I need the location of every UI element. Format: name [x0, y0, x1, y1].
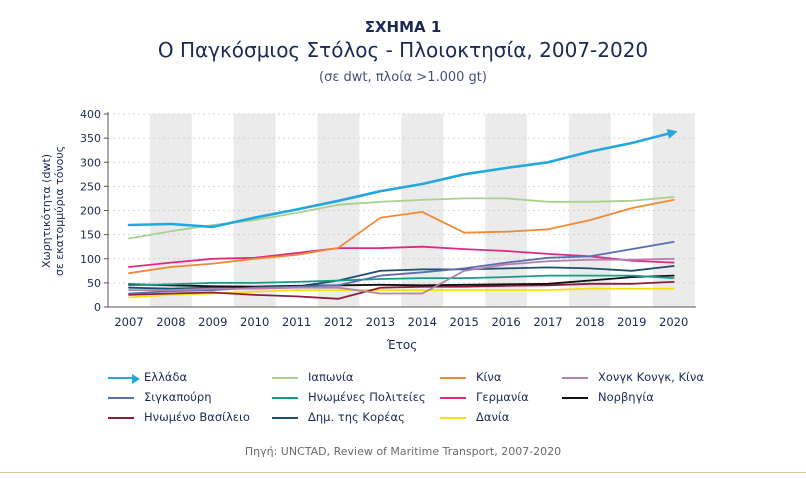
legend-swatch-9	[272, 417, 298, 419]
legend-arrow-icon	[132, 373, 140, 384]
chart-title: Ο Παγκόσμιος Στόλος - Πλοιοκτησία, 2007-…	[157, 38, 649, 62]
x-tick-label-2018: 2018	[575, 315, 604, 329]
legend-swatch-2	[440, 377, 466, 379]
y-tick-label-200: 200	[80, 205, 101, 218]
axes	[107, 112, 696, 308]
series-line-2	[128, 198, 675, 275]
x-tick-label-2013: 2013	[366, 315, 395, 329]
x-tick-label-2016: 2016	[491, 315, 520, 329]
x-tick-label-2008: 2008	[156, 315, 185, 329]
grid-band-2016	[485, 114, 528, 307]
x-tick-label-2015: 2015	[450, 315, 479, 329]
legend-label-7: Νορβηγία	[598, 390, 654, 404]
legend-swatch-4	[108, 397, 134, 399]
legend-swatch-6	[440, 397, 466, 399]
line-chart: 0 50 100 150 200 250 300 350 400 2007 2008 2009 201…	[40, 108, 696, 352]
x-tick-labels: 2007 2008 2009 2010 2011 2012 2013 2014 2015 2016…	[114, 315, 688, 329]
x-axis-label: Έτος	[386, 338, 418, 352]
x-tick-label-2020: 2020	[659, 315, 688, 329]
series-arrowhead	[666, 129, 678, 139]
series-lines	[127, 129, 678, 300]
legend-swatch-3	[562, 377, 588, 379]
series-line-5	[128, 274, 675, 287]
legend-label-6: Γερμανία	[476, 390, 529, 404]
series-line-0	[127, 131, 676, 229]
y-tick-label-50: 50	[87, 277, 101, 290]
y-tick-label-400: 400	[80, 108, 101, 121]
legend-swatch-1	[272, 377, 298, 379]
legend-label-9: Δημ. της Κορέας	[308, 410, 405, 424]
legend-swatch-8	[108, 417, 134, 419]
series-line-4	[128, 240, 675, 295]
series-line-7	[128, 274, 675, 288]
x-tick-label-2019: 2019	[617, 315, 646, 329]
series-line-8	[128, 280, 675, 300]
legend-swatch-7	[562, 397, 588, 399]
y-tick-label-250: 250	[80, 180, 101, 193]
legend-label-1: Ιαπωνία	[308, 370, 354, 384]
legend-label-8: Ηνωμένο Βασίλειο	[144, 410, 250, 424]
legend-label-0: Ελλάδα	[144, 370, 188, 384]
x-tick-label-2017: 2017	[533, 315, 562, 329]
source-note: Πηγή: UNCTAD, Review of Maritime Transpo…	[244, 445, 562, 458]
legend-swatch-0	[108, 377, 132, 379]
bottom-divider	[0, 472, 806, 473]
y-axis-label-line2: σε εκατομμύρια τόνους	[53, 146, 66, 276]
legend-label-2: Κίνα	[476, 370, 502, 384]
legend-swatch-10	[440, 417, 466, 419]
legend-label-5: Ηνωμένες Πολιτείες	[308, 390, 426, 404]
legend-label-10: Δανία	[476, 410, 510, 424]
legend-label-4: Σιγκαπούρη	[144, 390, 212, 404]
grid-band-2008	[149, 114, 192, 307]
y-axis-label-line1: Χωρητικότητα (dwt)	[40, 154, 53, 268]
y-tick-label-300: 300	[80, 156, 101, 169]
x-tick-label-2012: 2012	[324, 315, 353, 329]
legend-label-3: Χονγκ Κονγκ, Κίνα	[598, 370, 704, 384]
series-line-3	[128, 257, 675, 295]
x-tick-label-2007: 2007	[114, 315, 143, 329]
x-tick-label-2010: 2010	[240, 315, 269, 329]
y-tick-label-350: 350	[80, 132, 101, 145]
y-tick-labels: 0 50 100 150 200 250 300 350 400	[80, 108, 101, 314]
x-tick-label-2014: 2014	[408, 315, 437, 329]
figure-label: ΣΧΗΜΑ 1	[364, 18, 442, 36]
series-line-9	[128, 265, 675, 290]
chart-subtitle: (σε dwt, πλοία >1.000 gt)	[319, 70, 487, 85]
x-tick-label-2011: 2011	[282, 315, 311, 329]
x-tick-label-2009: 2009	[198, 315, 227, 329]
y-tick-label-100: 100	[80, 253, 101, 266]
legend-swatch-5	[272, 397, 298, 399]
y-tick-label-150: 150	[80, 229, 101, 242]
y-tick-label-0: 0	[94, 301, 101, 314]
